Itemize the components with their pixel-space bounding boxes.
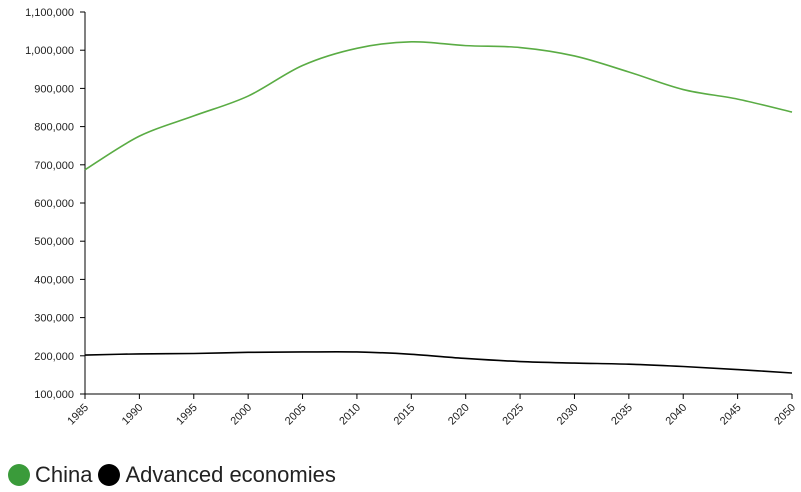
y-axis: 100,000 200,000 300,000 400,000 500,000 600,0… <box>25 7 86 401</box>
y-tick-label: 800,000 <box>34 122 74 134</box>
x-tick-label: 2030 <box>555 402 581 428</box>
x-tick-label: 1990 <box>120 402 146 428</box>
y-tick-label: 1,100,000 <box>25 7 74 19</box>
y-tick-label: 600,000 <box>34 198 74 210</box>
x-axis: 1985 1990 1995 2000 2005 2010 2015 2020 2025 2030… <box>65 393 798 428</box>
series-line-advanced-economies[interactable] <box>84 350 793 374</box>
legend-label-advanced-economies: Advanced economies <box>125 462 336 487</box>
line-chart: 100,000 200,000 300,000 400,000 500,000 600,0… <box>25 7 798 428</box>
series-line-china[interactable] <box>84 40 793 171</box>
x-tick-label: 2015 <box>392 402 418 428</box>
y-tick-label: 1,000,000 <box>25 45 74 57</box>
y-tick-label: 400,000 <box>34 274 74 286</box>
x-tick-label: 2005 <box>283 402 309 428</box>
y-tick-label: 300,000 <box>34 313 74 325</box>
x-tick-label: 2040 <box>664 402 690 428</box>
x-tick-label: 2025 <box>500 402 526 428</box>
x-tick-label: 1995 <box>174 402 200 428</box>
x-tick-label: 2045 <box>718 402 744 428</box>
x-tick-label: 2010 <box>337 402 363 428</box>
y-tick-label: 700,000 <box>34 160 74 172</box>
legend: China Advanced economies <box>8 462 342 488</box>
legend-swatch-advanced-economies <box>98 464 121 486</box>
y-tick-label: 900,000 <box>34 83 74 95</box>
series-layer <box>84 40 793 374</box>
x-tick-label: 2020 <box>446 402 472 428</box>
x-tick-label: 2035 <box>609 402 635 428</box>
legend-item-advanced-economies[interactable]: Advanced economies <box>98 462 336 488</box>
x-tick-label: 2050 <box>772 402 798 428</box>
y-tick-label: 500,000 <box>34 236 74 248</box>
x-tick-label: 1985 <box>65 402 91 428</box>
x-tick-label: 2000 <box>228 402 254 428</box>
y-tick-label: 100,000 <box>34 389 74 401</box>
legend-swatch-china <box>8 464 30 486</box>
legend-item-china[interactable]: China <box>8 462 92 488</box>
legend-label-china: China <box>35 462 93 487</box>
y-tick-label: 200,000 <box>34 351 74 363</box>
